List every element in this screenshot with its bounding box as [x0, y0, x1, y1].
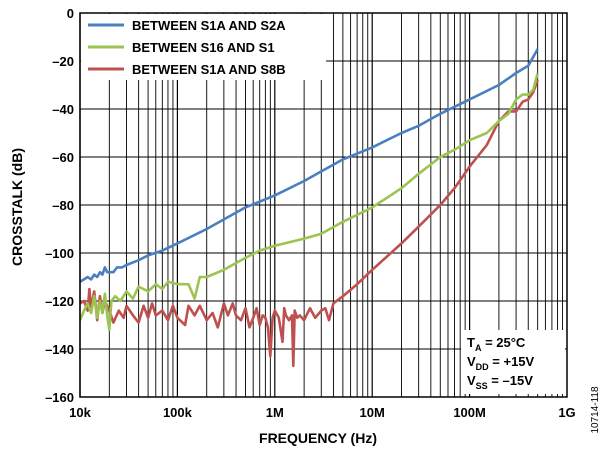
- condition-text: VSS = –15V: [467, 373, 533, 391]
- condition-text: VDD = +15V: [467, 354, 535, 372]
- condition-text: TA = 25°C: [467, 335, 526, 353]
- y-tick-label: –80: [52, 198, 74, 213]
- plot-frame: [79, 12, 568, 398]
- y-tick-label: –140: [45, 342, 74, 357]
- legend-label: BETWEEN S1A AND S2A: [132, 18, 286, 33]
- x-tick-labels: 10k 100k 1M 10M 100M 1G: [69, 405, 576, 420]
- conditions-background: [461, 330, 565, 394]
- x-tick-label: 100M: [453, 405, 486, 420]
- x-tick-label: 10k: [69, 405, 91, 420]
- series-line: [79, 79, 539, 368]
- x-tick-label: 1M: [266, 405, 284, 420]
- legend: BETWEEN S1A AND S2A BETWEEN S16 AND S1 BET…: [81, 14, 326, 80]
- x-axis-title: FREQUENCY (Hz): [259, 430, 377, 446]
- figure-id: 10714-118: [590, 386, 600, 434]
- series-lines: [78, 48, 539, 368]
- series-line: [78, 72, 539, 332]
- y-tick-label: –40: [52, 102, 74, 117]
- legend-label: BETWEEN S16 AND S1: [132, 40, 275, 55]
- y-tick-label: –100: [45, 246, 74, 261]
- y-tick-labels: 0 –20 –40 –60 –80 –100 –120 –140 –160: [45, 6, 74, 405]
- x-tick-label: 1G: [558, 405, 575, 420]
- legend-label: BETWEEN S1A AND S8B: [132, 62, 286, 77]
- y-tick-label: 0: [67, 6, 74, 21]
- y-tick-label: –160: [45, 390, 74, 405]
- x-tick-label: 10M: [360, 405, 385, 420]
- y-axis-title: CROSSTALK (dB): [9, 148, 25, 266]
- series-line: [79, 48, 539, 283]
- x-tick-label: 100k: [163, 405, 193, 420]
- y-tick-label: –120: [45, 294, 74, 309]
- y-tick-label: –20: [52, 54, 74, 69]
- y-tick-label: –60: [52, 150, 74, 165]
